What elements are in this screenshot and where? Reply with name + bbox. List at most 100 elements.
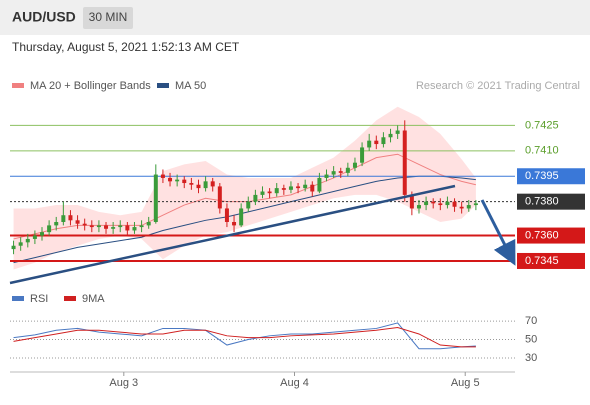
x-tick-label: Aug 5 (451, 377, 480, 389)
candle-body (32, 235, 37, 239)
level-box (517, 193, 585, 210)
candle-body (381, 137, 386, 145)
level-label: 0.7410 (525, 145, 559, 157)
y-tick-label: 70 (525, 315, 537, 327)
candle-body (331, 171, 336, 175)
candle-body (438, 203, 443, 206)
candle-body (232, 222, 237, 226)
candle-body (61, 215, 66, 222)
candle-body (132, 227, 137, 231)
indicator-line (13, 322, 476, 350)
candle-body (203, 181, 208, 189)
x-tick-label: Aug 3 (109, 377, 138, 389)
candle-body (96, 225, 101, 228)
legend-label: RSI (30, 293, 48, 305)
candle-body (111, 227, 116, 229)
candle-body (367, 140, 372, 148)
legend-label: MA 50 (175, 80, 206, 92)
candle-body (25, 238, 30, 243)
level-label: 0.7425 (525, 119, 559, 131)
candle-body (360, 147, 365, 163)
candle-body (345, 167, 350, 173)
candle-body (452, 201, 457, 207)
candle-body (274, 188, 279, 194)
timeframe[interactable]: 30 MIN (89, 10, 128, 24)
candle-body (89, 225, 94, 228)
candle-body (388, 133, 393, 138)
candle-body (402, 130, 407, 195)
candle-body (260, 191, 265, 195)
level-box (517, 227, 585, 244)
source: Research © 2021 Trading Central (416, 80, 580, 92)
candle-body (473, 203, 478, 206)
candle-body (210, 181, 215, 187)
trend-line (9, 184, 456, 285)
candle-body (281, 188, 286, 190)
candle-body (239, 208, 244, 226)
y-tick-label: 30 (525, 352, 537, 364)
legend-swatch (157, 83, 169, 88)
candle-body (82, 223, 87, 226)
level-box (517, 168, 585, 185)
y-tick-label: 50 (525, 333, 537, 345)
candle-body (409, 194, 414, 209)
candle-body (303, 184, 308, 189)
candle-body (338, 171, 343, 173)
indicator-line (13, 327, 476, 348)
candle-body (68, 215, 73, 221)
candle-body (168, 177, 173, 182)
candle-body (189, 183, 194, 185)
candle-body (182, 179, 187, 184)
candle-body (175, 179, 180, 182)
candle-body (288, 186, 293, 190)
candle-body (374, 140, 379, 145)
legend-label: 9MA (82, 293, 105, 305)
candle-body (196, 184, 201, 189)
candle-body (54, 222, 59, 226)
candle-body (431, 201, 436, 204)
candle-body (160, 174, 165, 178)
candle-body (416, 205, 421, 209)
candle-body (424, 201, 429, 206)
candle-body (324, 174, 329, 178)
candle-body (40, 232, 45, 236)
candle-body (466, 205, 471, 209)
candle-body (224, 208, 229, 222)
candle-body (153, 174, 158, 222)
candle-body (118, 225, 123, 228)
candle-body (75, 220, 80, 224)
timeframe-button[interactable] (83, 7, 133, 29)
candle-body (253, 194, 258, 202)
candle-body (445, 201, 450, 206)
candle-body (246, 201, 251, 209)
candle-body (459, 206, 464, 209)
candle-body (104, 225, 109, 229)
candle-body (139, 225, 144, 228)
candle-body (11, 245, 16, 250)
level-label: 0.7380 (525, 196, 559, 208)
legend-swatch (64, 296, 76, 301)
candle-body (310, 184, 315, 192)
candle-body (47, 225, 52, 233)
timestamp: Thursday, August 5, 2021 1:52:13 AM CET (12, 40, 240, 54)
candle-body (267, 191, 272, 194)
candle-body (217, 186, 222, 209)
level-label: 0.7395 (525, 170, 559, 182)
candle-body (352, 162, 357, 168)
legend-swatch (12, 296, 24, 301)
candle-body (125, 225, 130, 231)
legend-label: MA 20 + Bollinger Bands (30, 80, 151, 92)
symbol: AUD/USD (12, 9, 76, 25)
legend-swatch (12, 83, 24, 88)
level-box (517, 252, 585, 269)
candle-body (18, 242, 23, 246)
plot: MA 20 + Bollinger Bands MA 50 Research © 2… (10, 80, 585, 389)
candle-body (395, 130, 400, 134)
candle-body (317, 177, 322, 192)
level-label: 0.7345 (525, 255, 559, 267)
candle-body (146, 222, 151, 226)
x-tick-label: Aug 4 (280, 377, 309, 389)
level-label: 0.7360 (525, 229, 559, 241)
candle-body (296, 186, 301, 189)
